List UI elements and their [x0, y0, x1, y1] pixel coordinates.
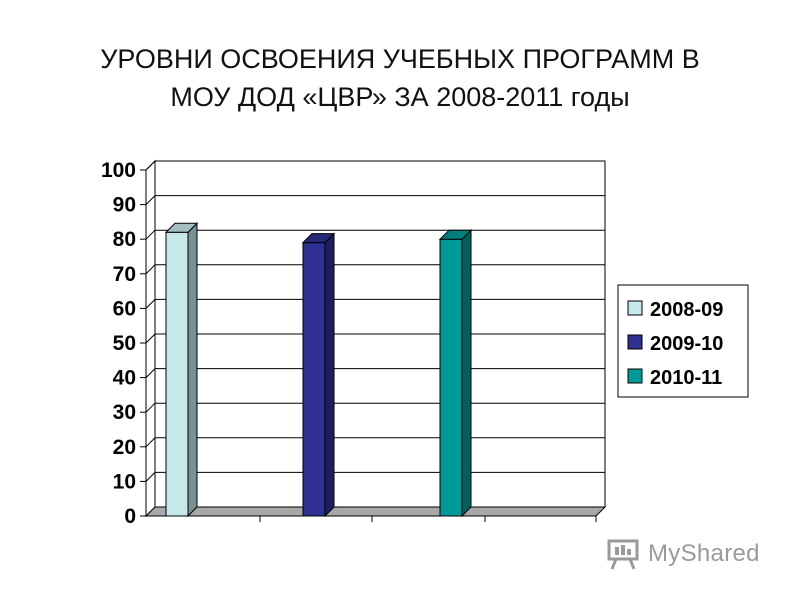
- y-tick-label: 90: [113, 194, 136, 217]
- y-tick-label: 10: [113, 470, 136, 493]
- bar-2008-09: [164, 222, 199, 518]
- legend-item: 2008-09: [627, 299, 723, 321]
- y-tick-label: 20: [113, 436, 136, 459]
- bar-top: [301, 233, 336, 244]
- y-tick-label: 100: [101, 159, 136, 182]
- y-tick-label: 0: [124, 505, 136, 528]
- y-tick-label: 70: [113, 263, 136, 286]
- bar-top: [438, 229, 473, 240]
- y-tick-label: 60: [113, 297, 136, 320]
- y-tick-label: 80: [113, 228, 136, 251]
- chart-title-line-1: УРОВНИ ОСВОЕНИЯ УЧЕБНЫХ ПРОГРАММ В: [100, 44, 700, 74]
- gridline: [145, 195, 605, 205]
- bar-front: [439, 238, 463, 517]
- plot-area: [144, 159, 607, 522]
- y-tick-label: 40: [113, 367, 136, 390]
- watermark-text: MyShared: [648, 540, 760, 567]
- gridline: [145, 160, 605, 171]
- y-axis: 0 10 20 30 40 50 60 70 80 90 100: [101, 159, 147, 528]
- y-tick-label: 30: [113, 401, 136, 424]
- chart-title: УРОВНИ ОСВОЕНИЯ УЧЕБНЫХ ПРОГРАММ В МОУ Д…: [0, 40, 800, 116]
- legend-label: 2008-09: [650, 299, 723, 321]
- bar-top: [164, 222, 199, 233]
- y-tick-label: 50: [113, 332, 136, 355]
- bars: [164, 222, 473, 518]
- legend: 2008-09 2009-10 2010-11: [617, 284, 749, 398]
- bar-side: [324, 232, 335, 518]
- legend-swatch: [627, 300, 643, 316]
- bar-front: [302, 242, 326, 517]
- plot-floor: [144, 506, 607, 517]
- legend-item: 2009-10: [627, 333, 723, 355]
- bar-front: [165, 231, 189, 517]
- presentation-board-icon: [607, 539, 639, 570]
- legend-swatch: [627, 368, 643, 384]
- legend-label: 2009-10: [650, 333, 723, 355]
- bar-2009-10: [301, 232, 336, 518]
- legend-label: 2010-11: [650, 367, 722, 389]
- bar-side: [461, 228, 472, 518]
- legend-item: 2010-11: [627, 367, 722, 389]
- chart-title-line-2: МОУ ДОД «ЦВР» ЗА 2008-2011 годы: [170, 82, 630, 112]
- bar-2010-11: [438, 228, 473, 518]
- bar-side: [187, 222, 198, 518]
- legend-swatch: [627, 334, 643, 350]
- watermark: MyShared: [606, 536, 760, 572]
